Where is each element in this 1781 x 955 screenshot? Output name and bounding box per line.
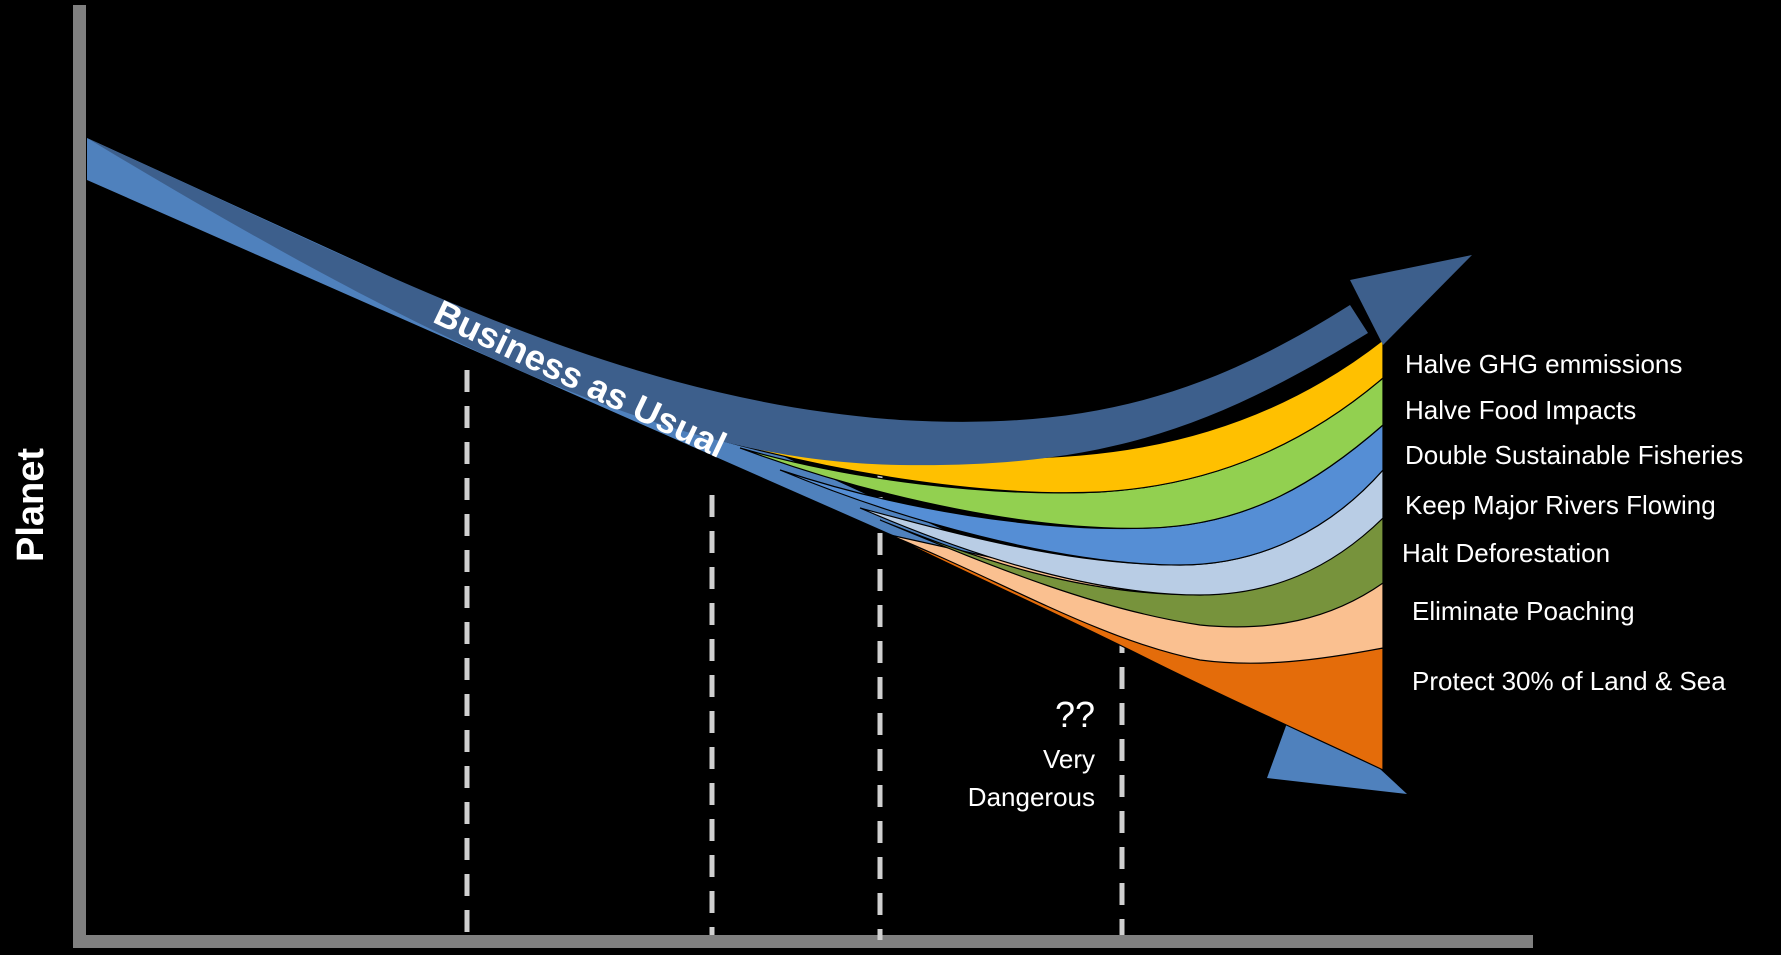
x-axis-line <box>73 935 1533 948</box>
band-label-rivers: Keep Major Rivers Flowing <box>1405 490 1716 520</box>
danger-line-dangerous: Dangerous <box>968 782 1095 812</box>
axes <box>73 5 1533 948</box>
recovery-arrow-body <box>87 138 1368 466</box>
danger-annotation: ?? Very Dangerous <box>968 694 1095 812</box>
band-label-halve-ghg: Halve GHG emmissions <box>1405 349 1682 379</box>
band-halve-food-impacts <box>739 376 1384 529</box>
recovery-arrow-head <box>1350 255 1472 345</box>
outcome-bands <box>719 338 1384 771</box>
band-label-poaching: Eliminate Poaching <box>1412 596 1635 626</box>
band-label-protect-30: Protect 30% of Land & Sea <box>1412 666 1726 696</box>
band-label-deforestation: Halt Deforestation <box>1402 538 1610 568</box>
band-double-fisheries <box>779 423 1384 566</box>
y-axis-line <box>73 5 86 945</box>
y-axis-title: Planet <box>10 448 52 562</box>
danger-question-marks: ?? <box>1055 694 1095 735</box>
recovery-arrow <box>87 138 1472 466</box>
band-label-halve-food: Halve Food Impacts <box>1405 395 1636 425</box>
danger-line-very: Very <box>1043 744 1095 774</box>
band-halt-deforestation <box>879 516 1384 628</box>
business-as-usual-label: Business as Usual <box>428 292 733 466</box>
band-label-fisheries: Double Sustainable Fisheries <box>1405 440 1743 470</box>
band-legend: Halve GHG emmissions Halve Food Impacts … <box>1402 349 1743 696</box>
